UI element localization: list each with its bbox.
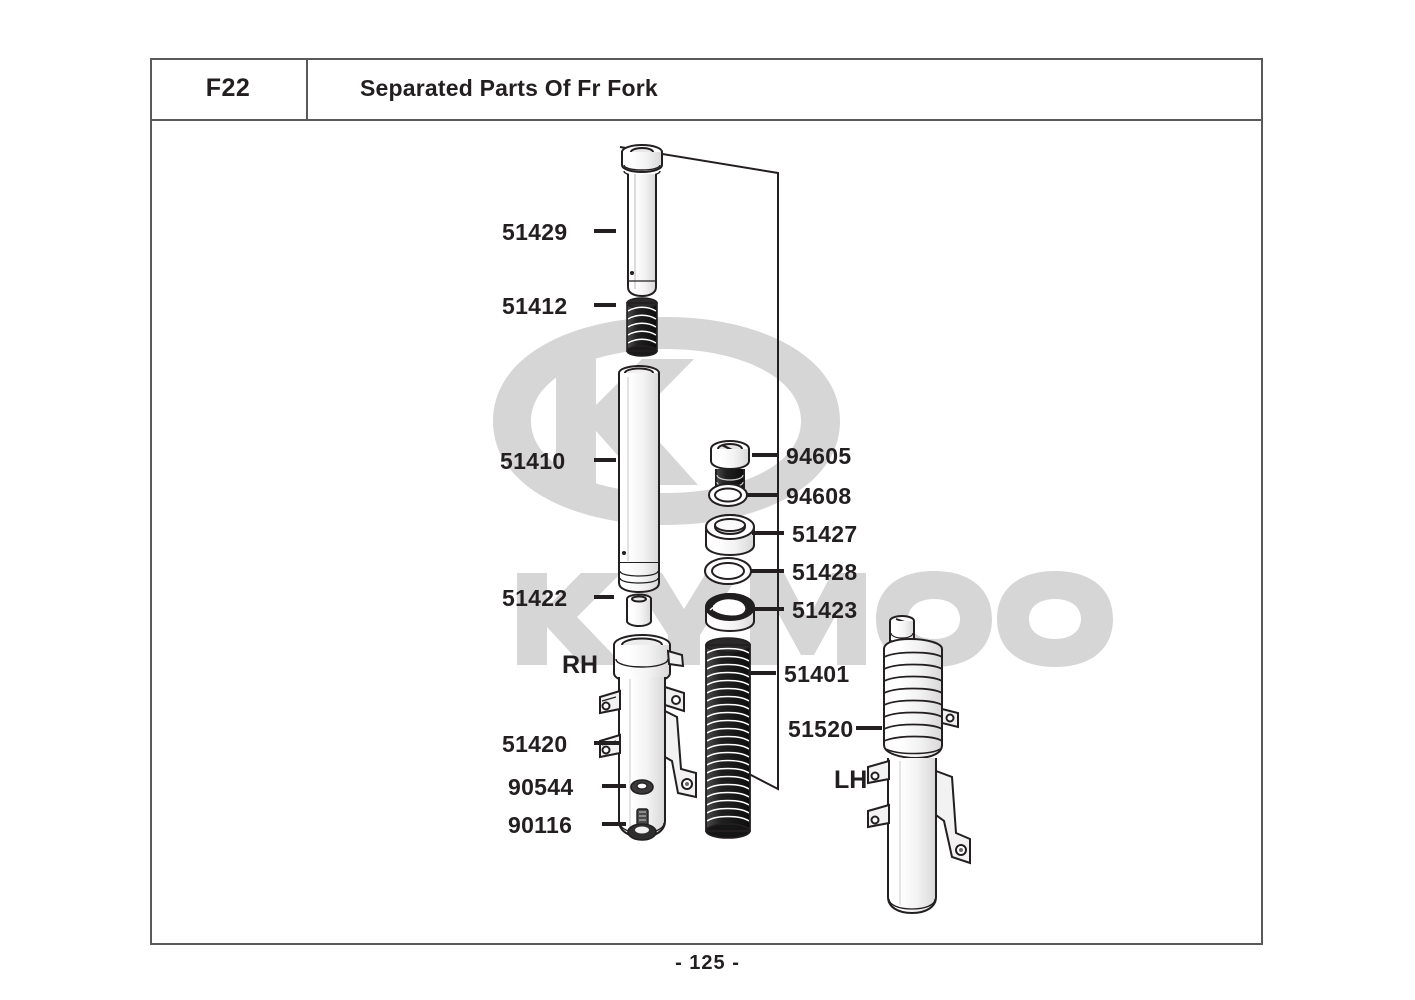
part-94605-drain-bolt [710,440,750,499]
callout-51423: 51423 [792,597,858,623]
callout-90544: 90544 [508,774,574,800]
callout-94608: 94608 [786,483,852,509]
callout-51520: 51520 [788,716,854,742]
callout-90116: 90116 [508,812,573,838]
figure-title: Separated Parts Of Fr Fork [360,75,658,101]
page-number: - 125 - [675,952,740,974]
fork-parts-illustration [594,144,971,915]
part-90544-washer [630,779,654,795]
part-51423-guide-bushing [705,592,755,633]
part-51420-outer-tube-rh [599,634,697,839]
callout-51401: 51401 [784,661,850,687]
callout-leader-lines [594,229,882,826]
figure-title-cell: Separated Parts Of Fr Fork [308,58,1263,121]
callout-94605: 94605 [786,443,852,469]
figure-code-cell: F22 [150,58,308,121]
part-51401-fork-spring [705,637,751,839]
callout-51412: 51412 [502,293,568,319]
page-border [150,58,1263,945]
callout-51428: 51428 [792,559,858,585]
callout-51422: 51422 [502,585,568,611]
hand-label-rh: RH [562,651,599,679]
part-51429-damper-rod [621,144,663,298]
callout-labels: 51429 51412 51410 51422 51420 90544 9011… [150,121,1263,945]
hand-label-lh: LH [834,766,868,794]
callout-51429: 51429 [502,219,568,245]
part-90116-bolt [627,808,657,841]
part-51520-fork-assembly-lh [867,615,971,915]
callout-51420: 51420 [502,731,568,757]
part-51412-rebound-spring [626,297,658,357]
part-51428-back-up-ring [704,557,752,585]
figure-code: F22 [205,74,251,102]
part-51427-oil-seal [705,513,755,557]
part-51422-stopper-ring [626,593,652,628]
callout-51427: 51427 [792,521,858,547]
part-51410-inner-tube [618,365,660,594]
parts-diagram-canvas: 51429 51412 51410 51422 51420 90544 9011… [150,121,1263,945]
title-bar: F22 Separated Parts Of Fr Fork [150,58,1263,121]
part-94608-sealing-washer [708,483,748,507]
callout-51410: 51410 [500,448,566,474]
